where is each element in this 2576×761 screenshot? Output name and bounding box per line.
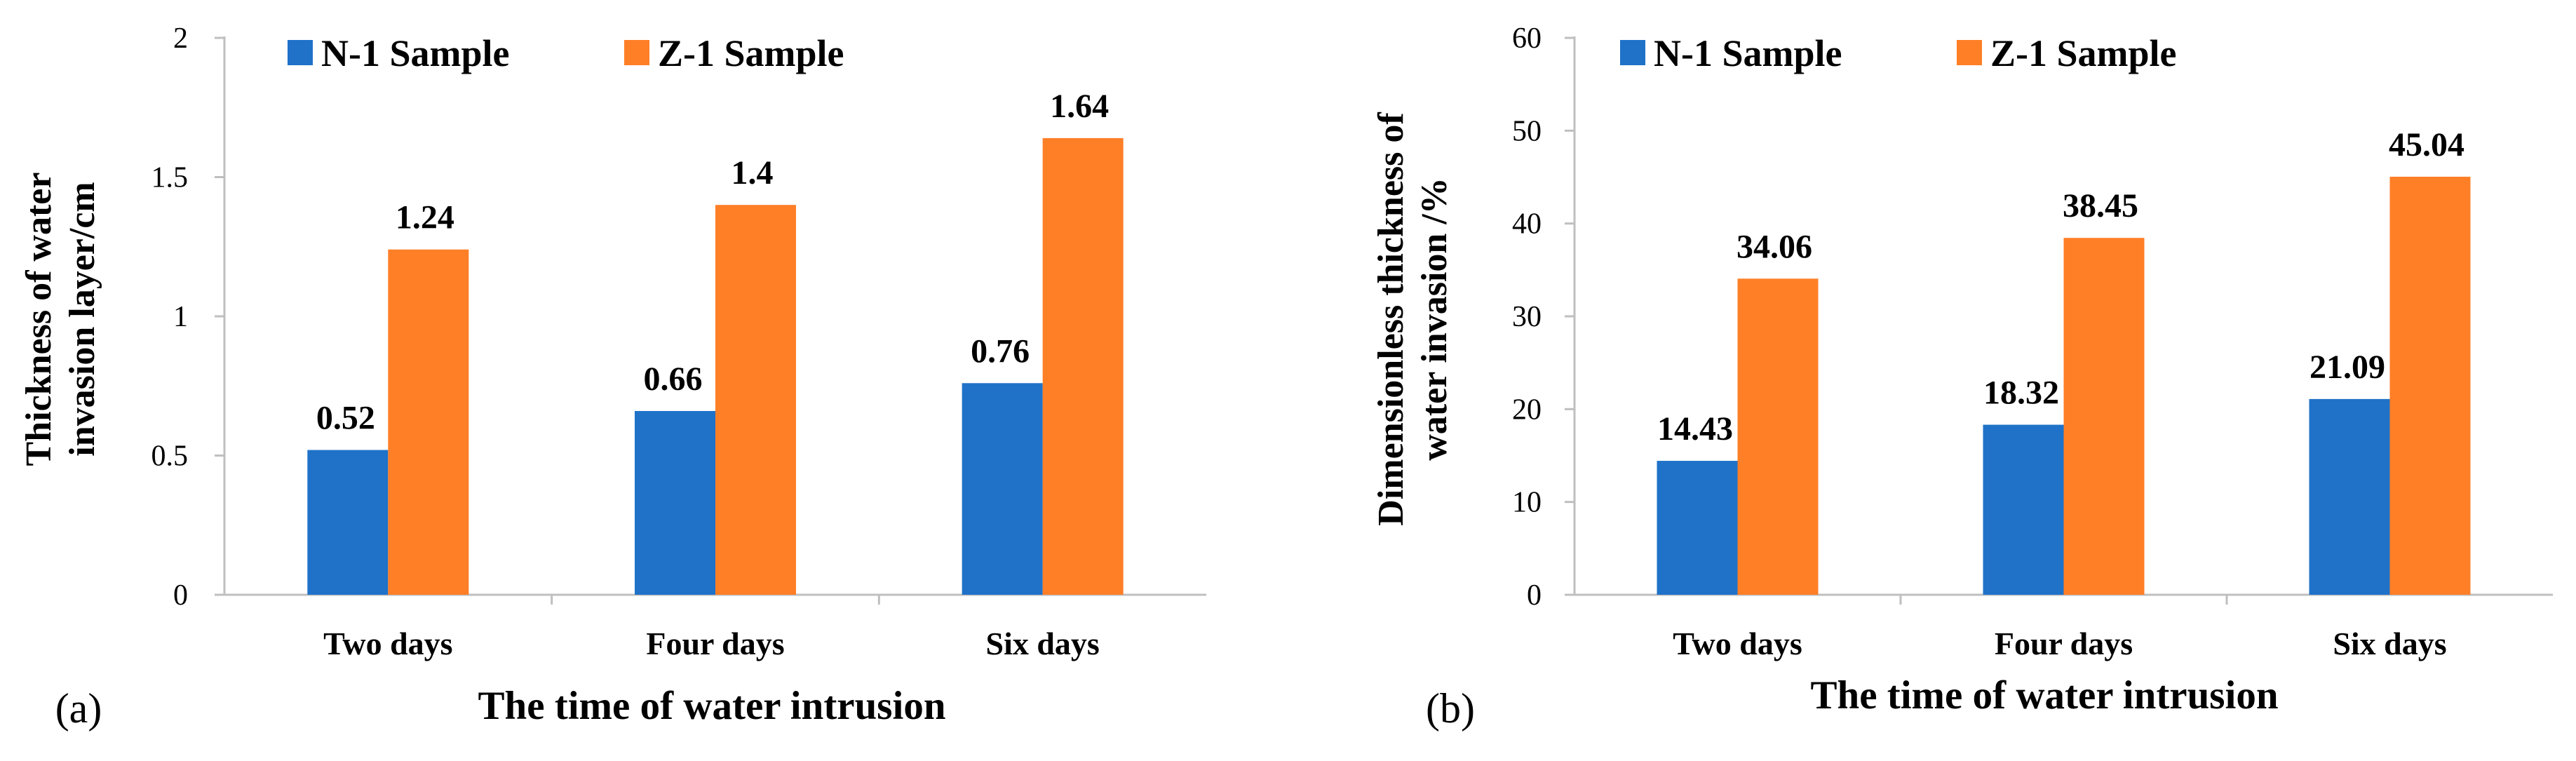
bar-z1 xyxy=(2389,176,2471,595)
panel-label: (b) xyxy=(1426,685,1475,732)
legend-swatch xyxy=(1957,40,1982,65)
legend-entry: Z-1 Sample xyxy=(658,32,844,74)
bar-n1 xyxy=(2309,398,2390,595)
y-tick-label: 2 xyxy=(173,22,188,55)
legend-entry: N-1 Sample xyxy=(1654,32,1842,74)
y-tick-label: 0 xyxy=(173,579,188,612)
y-axis-label-line: Dimensionless thickness of xyxy=(1371,112,1411,526)
y-tick-label: 0 xyxy=(1527,579,1542,612)
x-axis-label: The time of water intrusion xyxy=(478,684,945,728)
data-label: 0.52 xyxy=(316,400,375,437)
data-label: 14.43 xyxy=(1657,410,1733,447)
y-tick-label: 10 xyxy=(1512,487,1542,519)
y-tick-label: 30 xyxy=(1512,301,1542,333)
data-label: 1.64 xyxy=(1050,88,1109,125)
y-tick-label: 0.5 xyxy=(151,440,189,473)
y-axis-label-line: invasion layer/cm xyxy=(62,182,102,456)
x-category-label: Two days xyxy=(323,626,452,661)
y-tick-label: 20 xyxy=(1512,393,1542,426)
bar-n1 xyxy=(1657,461,1738,595)
x-category-label: Two days xyxy=(1673,626,1802,661)
panel-label: (a) xyxy=(55,685,102,732)
data-label: 21.09 xyxy=(2309,349,2385,386)
legend-entry: N-1 Sample xyxy=(321,32,510,74)
legend-swatch xyxy=(624,40,649,65)
y-tick-label: 60 xyxy=(1512,22,1542,55)
data-label: 0.66 xyxy=(644,361,703,398)
data-label: 45.04 xyxy=(2389,126,2464,163)
bar-n1 xyxy=(307,450,389,595)
legend-entry: Z-1 Sample xyxy=(1990,32,2177,74)
data-label: 0.76 xyxy=(971,332,1030,370)
y-tick-label: 1.5 xyxy=(151,162,189,194)
bar-n1 xyxy=(1983,424,2064,595)
y-axis-label: Thickness of waterinvasion layer/cm xyxy=(19,173,102,466)
x-category-label: Four days xyxy=(1995,626,2133,661)
y-axis-label: Dimensionless thickness ofwater invasion… xyxy=(1371,112,1455,526)
data-label: 1.4 xyxy=(731,154,774,191)
y-tick-label: 1 xyxy=(173,301,188,333)
y-axis-label-line: water invasion /% xyxy=(1415,177,1455,461)
bar-z1 xyxy=(715,205,796,595)
chart-b: 0 10 20 30 40 50 60 Two days 14.43 34.06 Four days… xyxy=(1371,22,2553,732)
x-axis-label: The time of water intrusion xyxy=(1810,673,2278,718)
data-label: 18.32 xyxy=(1983,375,2059,412)
y-tick-label: 50 xyxy=(1512,115,1542,147)
y-tick-label: 40 xyxy=(1512,208,1542,241)
bar-z1 xyxy=(1737,278,1819,595)
y-axis-label-line: Thickness of water xyxy=(19,173,59,466)
bar-z1 xyxy=(388,249,469,595)
chart-a: 0 0.5 1 1.5 2 Two days 0.52 1.24 Four days 0.66 1.… xyxy=(19,22,1206,732)
bar-n1 xyxy=(635,410,715,595)
x-category-label: Six days xyxy=(2333,626,2446,661)
data-label: 1.24 xyxy=(396,199,454,236)
data-label: 38.45 xyxy=(2063,187,2138,224)
bar-z1 xyxy=(1042,137,1124,595)
bar-n1 xyxy=(962,383,1043,595)
x-category-label: Six days xyxy=(985,626,1099,661)
x-category-label: Four days xyxy=(646,626,784,661)
bar-z1 xyxy=(2063,238,2145,595)
legend-swatch xyxy=(1620,40,1645,65)
legend-swatch xyxy=(288,40,313,65)
data-label: 34.06 xyxy=(1737,228,1812,265)
